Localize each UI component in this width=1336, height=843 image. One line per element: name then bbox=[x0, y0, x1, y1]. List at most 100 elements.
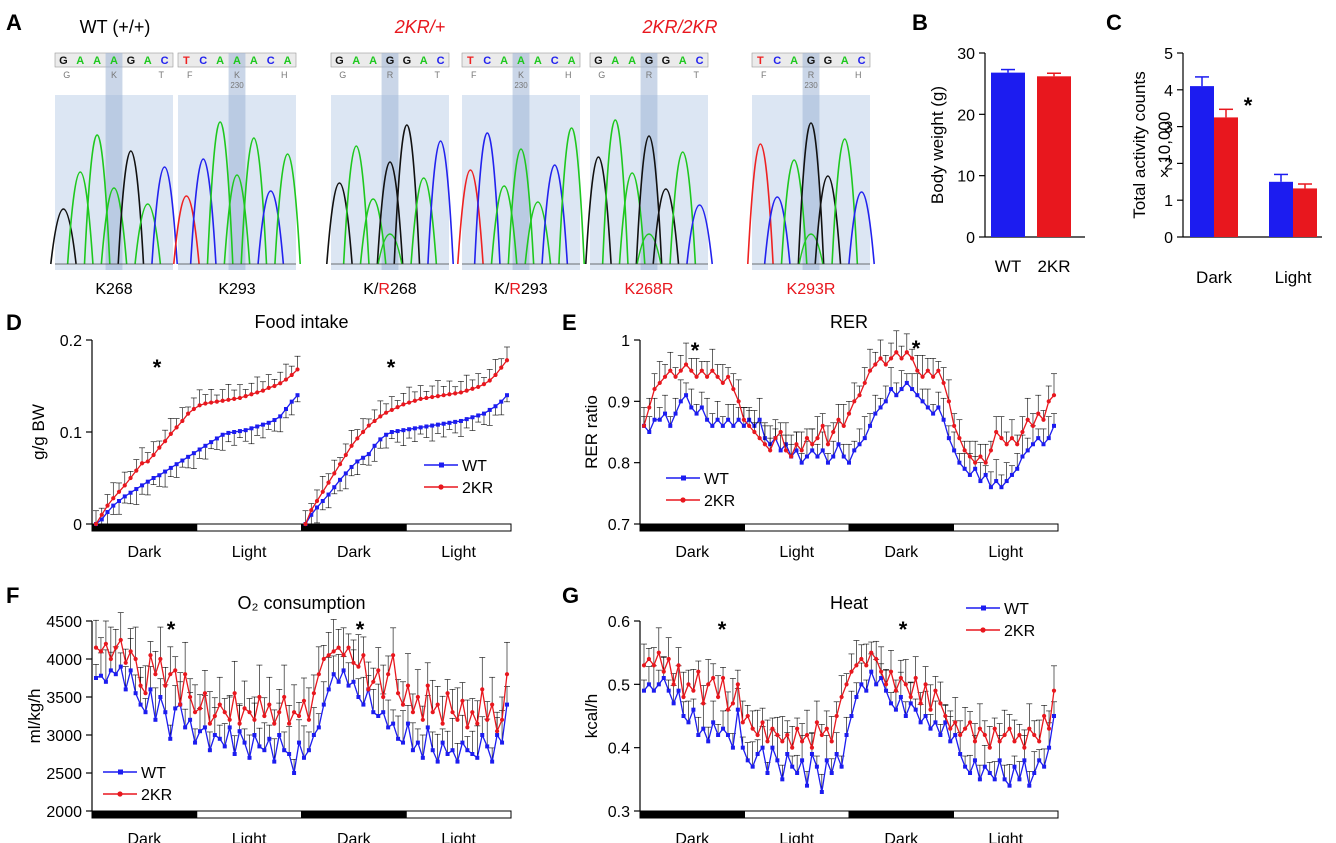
light-period-bar bbox=[196, 523, 302, 532]
marker-wt bbox=[346, 683, 351, 688]
peak bbox=[274, 153, 302, 265]
series-line-2kr bbox=[95, 368, 298, 525]
marker-wt bbox=[1012, 764, 1017, 769]
amino-acid: H bbox=[565, 70, 572, 80]
marker-2kr bbox=[873, 362, 878, 367]
legend-label: WT bbox=[141, 765, 166, 782]
marker-2kr bbox=[1027, 726, 1032, 731]
marker-2kr bbox=[755, 732, 760, 738]
y-tick-label: 0.5 bbox=[608, 677, 630, 694]
peak bbox=[325, 182, 353, 265]
marker-wt bbox=[277, 733, 282, 737]
marker-2kr bbox=[987, 745, 992, 750]
marker-wt bbox=[193, 740, 198, 745]
bar-2kr-light bbox=[1293, 188, 1317, 237]
marker-wt bbox=[681, 714, 686, 718]
marker-2kr bbox=[487, 378, 492, 383]
marker-2kr bbox=[247, 710, 252, 715]
marker-wt bbox=[967, 472, 972, 477]
marker-wt bbox=[888, 701, 893, 706]
light-period-bar bbox=[953, 810, 1059, 819]
marker-2kr bbox=[795, 726, 800, 731]
marker-wt bbox=[931, 411, 936, 416]
peak bbox=[410, 177, 438, 265]
marker-2kr bbox=[187, 694, 193, 700]
marker-wt bbox=[138, 702, 143, 707]
marker-wt bbox=[1009, 472, 1014, 477]
marker-wt bbox=[705, 417, 710, 422]
marker-2kr bbox=[898, 675, 903, 681]
marker-wt bbox=[386, 725, 391, 730]
marker-2kr bbox=[651, 663, 656, 668]
marker-2kr bbox=[1030, 423, 1036, 428]
marker-2kr bbox=[148, 653, 153, 658]
marker-2kr bbox=[470, 386, 475, 391]
y-tick-label: 30 bbox=[957, 46, 975, 63]
marker-2kr bbox=[351, 660, 356, 665]
marker-2kr bbox=[343, 452, 348, 458]
marker-wt bbox=[1020, 454, 1025, 459]
peak bbox=[49, 208, 77, 265]
marker-2kr bbox=[686, 682, 691, 687]
marker-2kr bbox=[480, 687, 485, 692]
marker-2kr bbox=[752, 429, 757, 435]
marker-2kr bbox=[465, 725, 470, 730]
marker-2kr bbox=[504, 358, 510, 363]
marker-2kr bbox=[99, 512, 104, 517]
y-tick-label: 3500 bbox=[46, 690, 82, 707]
body-weight-chart: 0 10 20 30 WT 2KR Body weight (g) bbox=[928, 46, 1085, 276]
marker-wt bbox=[977, 777, 982, 782]
marker-wt bbox=[255, 424, 260, 429]
marker-wt bbox=[412, 426, 417, 431]
marker-2kr bbox=[197, 706, 203, 711]
light-period-bar bbox=[405, 523, 512, 532]
marker-2kr bbox=[203, 401, 208, 406]
peak bbox=[618, 172, 646, 265]
marker-2kr bbox=[356, 664, 361, 669]
marker-2kr bbox=[1015, 442, 1020, 447]
marker-2kr bbox=[267, 702, 272, 707]
marker-wt bbox=[180, 458, 185, 463]
marker-2kr bbox=[447, 392, 452, 397]
amino-acid: G bbox=[339, 70, 346, 80]
marker-2kr bbox=[320, 489, 325, 494]
marker-wt bbox=[936, 405, 941, 410]
marker-2kr bbox=[306, 717, 312, 722]
panel-letter-a: A bbox=[6, 10, 22, 35]
base-call: T bbox=[757, 55, 764, 67]
base-call: G bbox=[594, 55, 603, 67]
marker-2kr bbox=[862, 380, 867, 386]
marker-wt bbox=[336, 679, 341, 684]
marker-wt bbox=[326, 687, 331, 692]
marker-2kr bbox=[909, 356, 915, 361]
marker-2kr bbox=[799, 448, 804, 453]
marker-2kr bbox=[227, 717, 232, 722]
marker-wt bbox=[913, 707, 918, 712]
marker-wt bbox=[923, 714, 928, 718]
marker-2kr bbox=[113, 645, 118, 650]
x-tick-label: Dark bbox=[1196, 268, 1232, 287]
marker-2kr bbox=[888, 356, 894, 361]
x-period-label: Light bbox=[232, 831, 267, 843]
peak bbox=[763, 196, 791, 265]
peak bbox=[456, 169, 484, 265]
marker-wt bbox=[731, 423, 736, 428]
peak bbox=[342, 145, 370, 265]
legend-label: 2KR bbox=[141, 787, 172, 804]
marker-2kr bbox=[810, 442, 815, 447]
marker-wt bbox=[168, 736, 173, 741]
marker-wt bbox=[699, 405, 704, 410]
residue-number: 230 bbox=[804, 81, 818, 90]
significance-marker: * bbox=[356, 617, 365, 642]
marker-wt bbox=[267, 736, 272, 741]
marker-2kr bbox=[425, 683, 430, 688]
marker-2kr bbox=[943, 713, 948, 719]
peak bbox=[223, 174, 251, 265]
marker-wt bbox=[262, 748, 267, 753]
marker-2kr bbox=[303, 521, 308, 527]
marker-2kr bbox=[768, 448, 773, 453]
marker-2kr bbox=[1025, 417, 1030, 422]
marker-wt bbox=[1032, 771, 1037, 775]
marker-2kr bbox=[783, 448, 789, 453]
marker-wt bbox=[1030, 442, 1035, 447]
